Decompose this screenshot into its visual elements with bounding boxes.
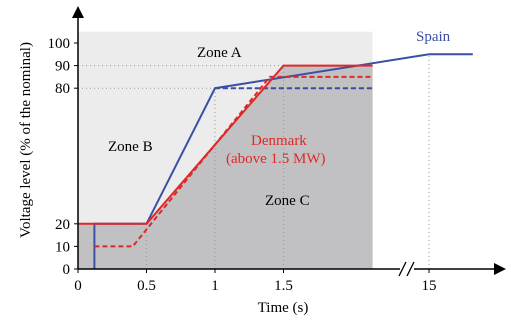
denmark-series-sublabel: (above 1.5 MW) [226,151,326,167]
x-tick-label-2: 1 [211,278,219,294]
denmark-series-label: Denmark [251,133,307,149]
ticks-layer: 0 0.5 1 1.5 15 0 10 20 80 90 100 [48,36,437,294]
x-axis-title: Time (s) [258,300,309,316]
y-axis-title: Voltage level (% of the nominal) [18,42,34,238]
y-tick-label-2: 20 [55,217,70,233]
x-tick-label-4: 15 [422,278,437,294]
x-tick-label-1: 0.5 [137,278,156,294]
zone-c-label: Zone C [265,193,310,209]
spain-series-label: Spain [416,29,451,45]
y-tick-label-1: 10 [55,239,70,255]
series-spain-solid-line-0 [93,53,473,269]
zone-b-label: Zone B [108,139,153,155]
x-tick-label-3: 1.5 [274,278,293,294]
y-tick-label-0: 0 [63,262,71,278]
y-tick-label-4: 90 [55,59,70,75]
zone-a-label: Zone A [197,45,242,61]
x-tick-label-0: 0 [74,278,82,294]
y-tick-label-3: 80 [55,81,70,97]
axis-break-marker [398,261,415,277]
series-denmark-dashed-line-1 [94,75,373,248]
series-layer [78,53,473,269]
y-tick-label-5: 100 [48,36,71,52]
